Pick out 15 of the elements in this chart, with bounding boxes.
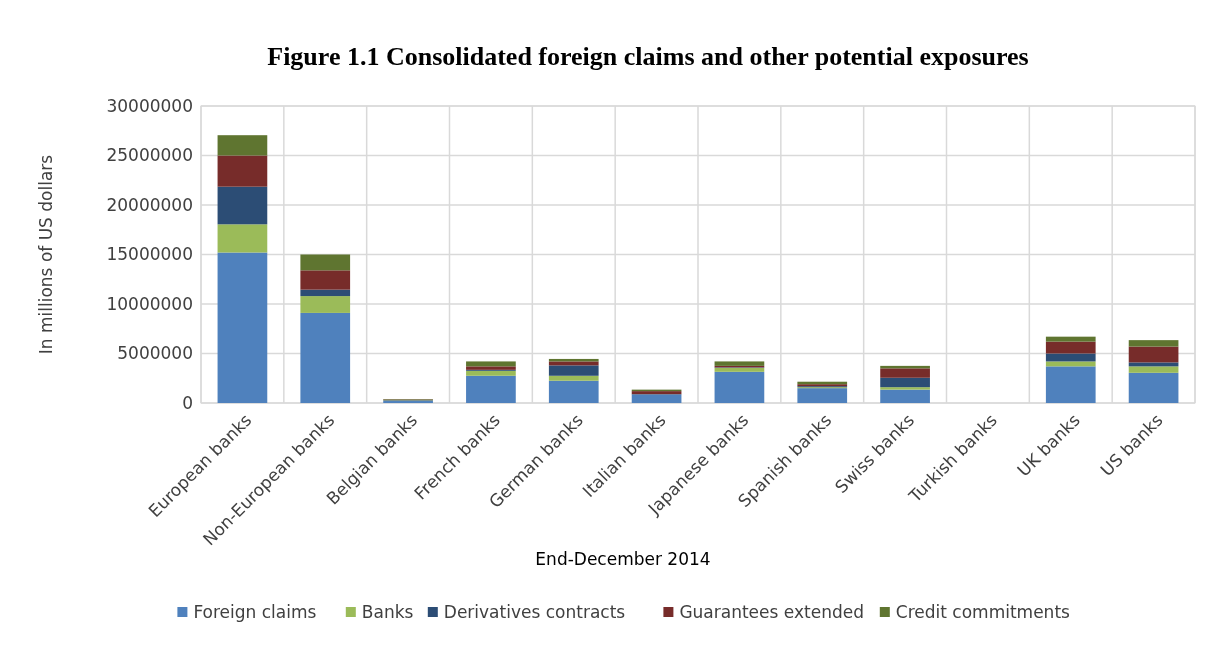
y-tick-label: 25000000 (106, 145, 193, 166)
x-axis-title: End-December 2014 (535, 549, 711, 569)
legend-label: Credit commitments (895, 601, 1071, 622)
legend-label: Foreign claims (193, 601, 317, 622)
y-tick-label: 10000000 (106, 293, 193, 314)
legend-label: Guarantees extended (679, 601, 864, 622)
legend-label: Derivatives contracts (443, 601, 626, 622)
legend-label: Banks (361, 601, 414, 622)
y-tick-label: 15000000 (106, 244, 193, 265)
y-tick-label: 30000000 (106, 95, 193, 116)
chart-title: Figure 1.1 Consolidated foreign claims and other potential exposures (267, 42, 1029, 71)
y-tick-label: 20000000 (106, 194, 193, 215)
y-axis-title: In millions of US dollars (36, 154, 56, 355)
y-tick-label: 0 (182, 392, 193, 413)
y-tick-label: 5000000 (117, 343, 193, 364)
